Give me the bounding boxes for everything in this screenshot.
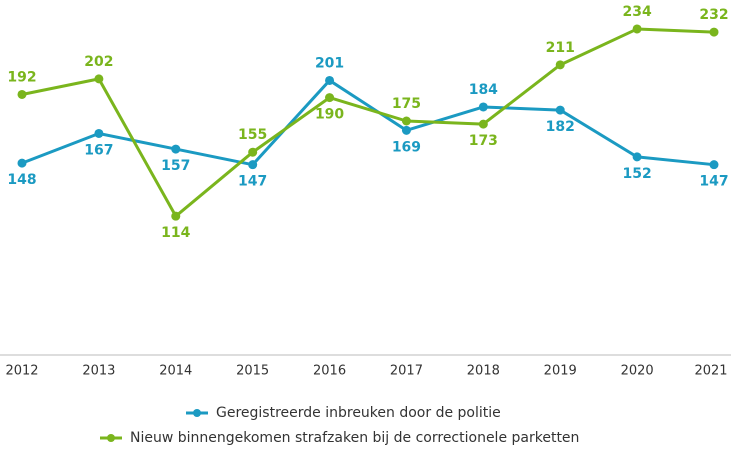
data-label: 152 bbox=[622, 166, 651, 182]
x-tick-label: 2013 bbox=[82, 364, 115, 379]
data-label: 175 bbox=[392, 96, 421, 112]
data-label: 148 bbox=[7, 172, 36, 188]
data-point bbox=[478, 119, 488, 129]
data-point bbox=[94, 74, 104, 84]
data-label: 173 bbox=[469, 133, 498, 149]
legend-marker-dot bbox=[107, 434, 115, 442]
data-point bbox=[555, 60, 565, 70]
x-tick-label: 2016 bbox=[313, 364, 346, 379]
data-point bbox=[325, 93, 335, 103]
data-label: 114 bbox=[161, 225, 190, 241]
data-point bbox=[632, 24, 642, 34]
series-line bbox=[21, 78, 715, 167]
data-point bbox=[325, 75, 335, 85]
legend-marker-dot bbox=[193, 409, 201, 417]
x-tick-label: 2020 bbox=[621, 364, 654, 379]
data-point bbox=[171, 211, 181, 221]
data-label: 147 bbox=[238, 174, 267, 190]
data-point bbox=[248, 147, 258, 157]
data-point bbox=[248, 160, 258, 170]
data-label: 190 bbox=[315, 107, 344, 123]
data-label: 147 bbox=[699, 174, 728, 190]
data-label: 211 bbox=[546, 40, 575, 56]
data-point bbox=[709, 160, 719, 170]
x-tick-label: 2014 bbox=[159, 364, 192, 379]
data-label: 167 bbox=[84, 142, 113, 158]
data-point bbox=[401, 125, 411, 135]
data-label: 182 bbox=[546, 119, 575, 135]
legend-label: Nieuw binnengekomen strafzaken bij de co… bbox=[130, 430, 579, 446]
data-point bbox=[632, 152, 642, 162]
data-point bbox=[555, 105, 565, 115]
x-tick-label: 2015 bbox=[236, 364, 269, 379]
x-tick-label: 2019 bbox=[544, 364, 577, 379]
data-point bbox=[17, 158, 27, 168]
x-tick-label: 2021 bbox=[694, 364, 727, 379]
data-label: 234 bbox=[622, 4, 651, 20]
data-point bbox=[171, 144, 181, 154]
x-tick-label: 2012 bbox=[5, 364, 38, 379]
legend-label: Geregistreerde inbreuken door de politie bbox=[216, 405, 501, 421]
data-point bbox=[17, 89, 27, 99]
data-label: 192 bbox=[7, 69, 36, 85]
data-point bbox=[478, 102, 488, 112]
data-label: 232 bbox=[699, 7, 728, 23]
data-point bbox=[401, 116, 411, 126]
data-label: 157 bbox=[161, 158, 190, 174]
data-label: 201 bbox=[315, 55, 344, 71]
data-label: 184 bbox=[469, 82, 498, 98]
data-label: 202 bbox=[84, 54, 113, 70]
x-tick-label: 2017 bbox=[390, 364, 423, 379]
x-tick-label: 2018 bbox=[467, 364, 500, 379]
data-label: 155 bbox=[238, 127, 267, 143]
data-point bbox=[709, 27, 719, 37]
data-label: 169 bbox=[392, 139, 421, 155]
data-point bbox=[94, 128, 104, 138]
series-line bbox=[21, 27, 715, 218]
